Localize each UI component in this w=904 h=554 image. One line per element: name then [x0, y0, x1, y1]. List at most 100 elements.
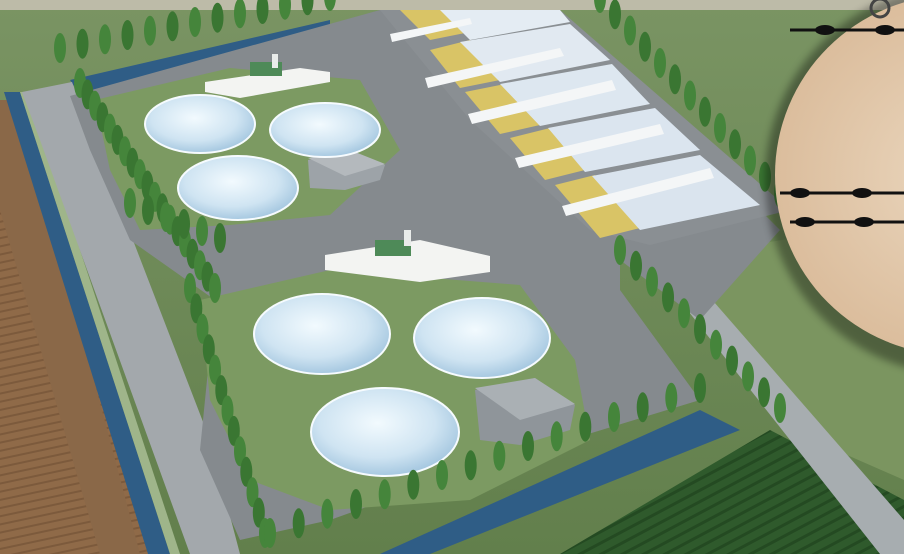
digester-tank-upper-2	[269, 102, 381, 158]
tree	[166, 11, 179, 42]
silage-bunker-5-wall	[562, 168, 714, 216]
digester-tank-lower-1	[253, 293, 391, 375]
detail-node	[815, 25, 835, 35]
tree	[662, 282, 674, 313]
upper-control-building-tower	[272, 54, 278, 68]
tree	[636, 392, 649, 423]
tree	[324, 0, 336, 11]
silage-bunker-1-cover	[440, 10, 570, 40]
tree	[184, 273, 196, 303]
tree	[742, 361, 754, 392]
silage-bunker-4-wall	[515, 124, 664, 168]
tree	[160, 202, 172, 232]
tree	[726, 345, 738, 376]
tree	[378, 479, 391, 510]
digester-tank-upper-1	[144, 94, 256, 154]
tree	[639, 31, 651, 62]
tree	[196, 216, 208, 246]
tree	[669, 64, 681, 95]
tree	[678, 298, 690, 329]
silage-bunker-5-cover	[592, 155, 760, 230]
tree	[493, 440, 506, 471]
tree	[774, 393, 786, 423]
silage-bunker-3-wall	[468, 80, 616, 124]
tree	[214, 223, 226, 253]
digester-tank-upper-3	[177, 155, 299, 221]
plowed-field-strip	[0, 100, 140, 554]
upper-control-building-roof	[205, 68, 330, 98]
detail-node	[795, 217, 815, 227]
detail-node	[875, 25, 895, 35]
detail-node	[790, 188, 810, 198]
tree	[215, 375, 228, 406]
tree	[279, 0, 291, 20]
tree	[178, 209, 190, 239]
zoom-detail-circle	[765, 0, 904, 367]
lower-control-building-tower	[404, 230, 411, 246]
tree	[234, 0, 246, 29]
tree	[464, 450, 477, 481]
digester-tank-lower-3	[310, 387, 460, 477]
silage-bunker-2-wall	[425, 48, 564, 88]
tree	[124, 188, 136, 218]
tree	[211, 2, 224, 33]
tree	[608, 402, 620, 432]
tree	[209, 354, 221, 385]
tree	[264, 518, 276, 548]
tree	[624, 15, 636, 46]
lower-control-building-roof	[325, 240, 490, 282]
tree	[321, 498, 334, 529]
perimeter-road	[22, 82, 240, 554]
tree	[710, 329, 722, 360]
tree	[209, 273, 221, 303]
tree	[202, 334, 215, 365]
tree	[614, 235, 626, 265]
top-canal	[70, 20, 330, 95]
silage-bunker-1-wall	[390, 18, 472, 42]
tree	[227, 415, 240, 446]
tree	[256, 0, 269, 24]
tree	[594, 0, 606, 13]
right-road	[640, 240, 904, 554]
tree	[522, 431, 534, 461]
detail-ring	[869, 0, 891, 19]
detail-node	[852, 188, 872, 198]
tree	[99, 24, 111, 55]
digester-tank-lower-2	[413, 297, 551, 379]
tree	[142, 195, 154, 225]
tree	[744, 145, 756, 176]
tree	[699, 96, 711, 127]
bottom-canal	[380, 410, 740, 554]
tree	[144, 15, 156, 46]
tree	[654, 48, 666, 78]
tree	[646, 266, 658, 297]
tree	[54, 33, 66, 63]
tree	[121, 20, 134, 50]
tree	[189, 7, 201, 37]
tree	[221, 395, 234, 426]
tree	[350, 489, 362, 519]
tree	[694, 373, 706, 403]
tree	[694, 314, 706, 344]
tree	[436, 460, 448, 490]
tree	[252, 497, 265, 528]
left-canal-edge	[20, 92, 180, 554]
tree	[407, 469, 420, 500]
left-canal	[4, 92, 170, 554]
tree	[190, 293, 203, 324]
tree	[76, 28, 89, 59]
tree	[240, 456, 253, 487]
tree	[630, 250, 642, 281]
tree	[729, 129, 741, 160]
tree	[714, 113, 726, 143]
lower-control-building-equipment	[375, 240, 411, 256]
tree	[665, 382, 678, 413]
detail-node	[854, 217, 874, 227]
tree	[246, 477, 259, 508]
tree	[684, 80, 696, 111]
tree	[196, 313, 209, 344]
top-band	[0, 0, 904, 10]
lower-utility-shed-roof	[475, 378, 575, 420]
silage-bunker-2-yellow	[430, 40, 500, 88]
